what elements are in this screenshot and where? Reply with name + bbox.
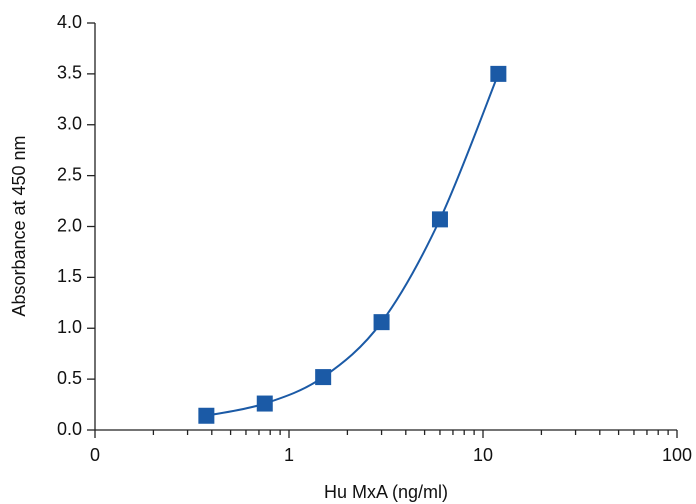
x-tick-label: 100 <box>662 445 692 465</box>
marker <box>256 395 273 412</box>
marker <box>431 211 448 228</box>
y-tick-label: 4.0 <box>57 12 82 32</box>
y-tick-label: 0.0 <box>57 419 82 439</box>
y-tick-label: 2.5 <box>57 164 82 184</box>
marker <box>198 407 215 424</box>
y-tick-label: 1.5 <box>57 266 82 286</box>
curve <box>206 73 500 417</box>
y-axis-label: Absorbance at 450 nm <box>9 135 29 316</box>
x-tick-label: 0 <box>90 445 100 465</box>
y-tick-label: 1.0 <box>57 317 82 337</box>
y-tick-label: 3.0 <box>57 114 82 134</box>
x-tick-label: 10 <box>473 445 493 465</box>
marker <box>490 65 507 82</box>
x-tick-label: 1 <box>284 445 294 465</box>
y-tick-label: 3.5 <box>57 63 82 83</box>
x-axis-label: Hu MxA (ng/ml) <box>324 482 448 502</box>
y-tick-label: 0.5 <box>57 368 82 388</box>
marker <box>315 369 332 386</box>
y-tick-label: 2.0 <box>57 215 82 235</box>
marker <box>373 314 390 331</box>
